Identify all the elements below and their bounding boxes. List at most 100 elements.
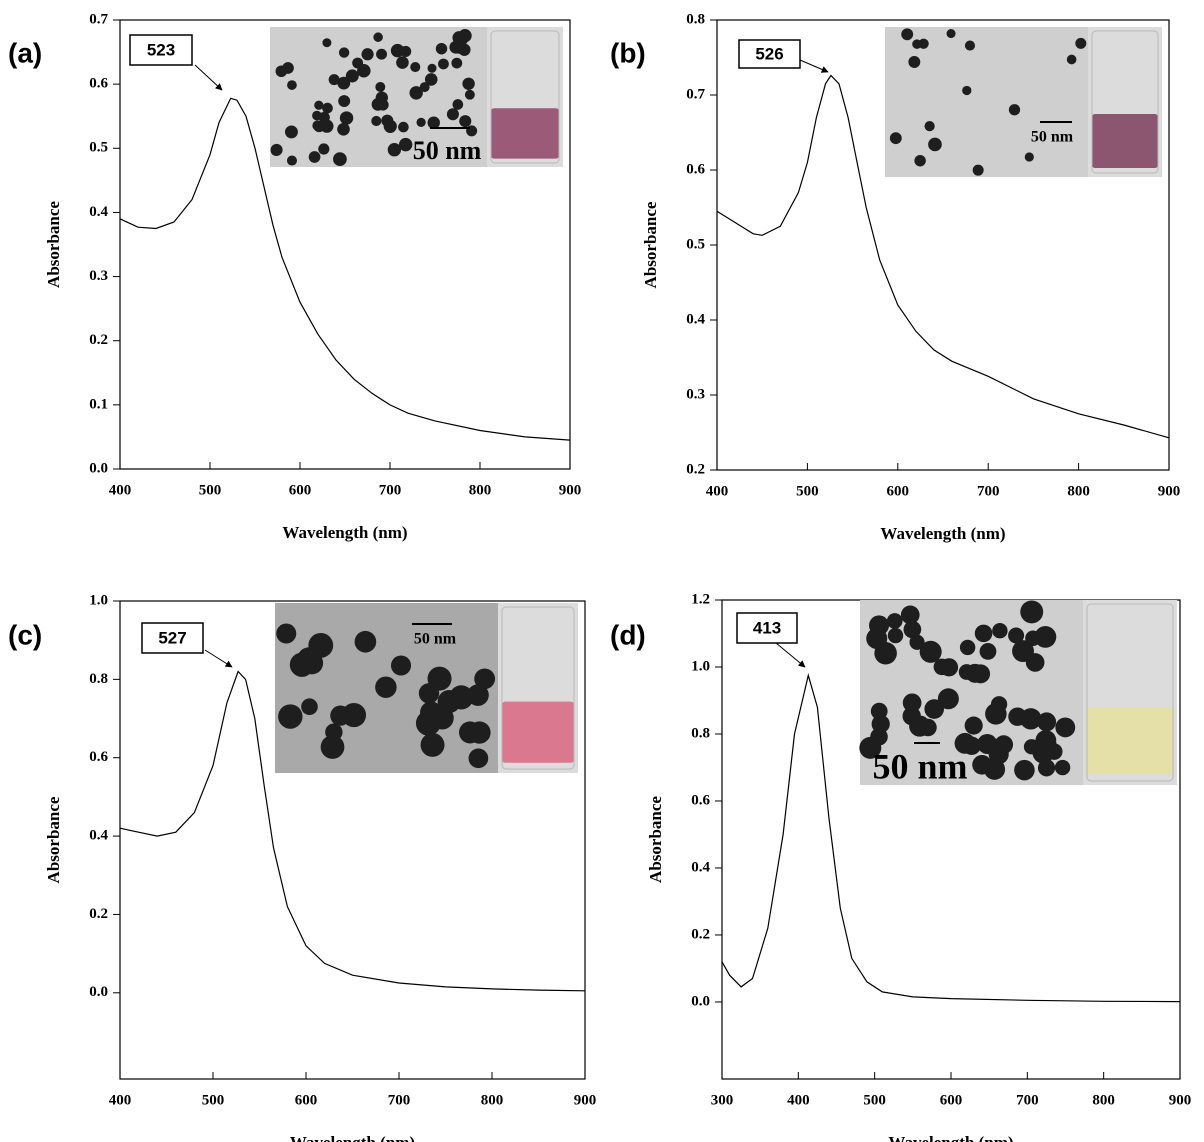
x-tick-label: 500 bbox=[199, 482, 222, 498]
vial-glass bbox=[501, 606, 575, 770]
nanoparticle bbox=[390, 655, 412, 676]
x-tick-label: 700 bbox=[977, 483, 1000, 499]
nanoparticle bbox=[416, 117, 426, 127]
annotation-box bbox=[736, 612, 798, 644]
nanoparticle bbox=[371, 115, 382, 127]
y-tick-label: 0.0 bbox=[89, 460, 108, 476]
nanoparticle bbox=[992, 622, 1008, 639]
nanoparticle bbox=[1008, 104, 1021, 116]
nanoparticle bbox=[333, 152, 347, 167]
x-tick-label: 900 bbox=[574, 1092, 597, 1108]
nanoparticle bbox=[419, 82, 430, 93]
plot-frame bbox=[119, 600, 586, 1080]
y-axis-label: Absorbance bbox=[44, 201, 63, 288]
y-tick-label: 1.0 bbox=[89, 592, 108, 608]
panel-label: (a) bbox=[8, 37, 42, 68]
nanoparticle bbox=[337, 76, 351, 90]
nanoparticle bbox=[462, 77, 475, 90]
y-tick-label: 0.4 bbox=[691, 859, 710, 875]
nanoparticle bbox=[339, 111, 354, 125]
nanoparticle bbox=[974, 624, 993, 643]
spectrum-line bbox=[119, 97, 571, 441]
panel-label: (b) bbox=[610, 37, 646, 68]
y-tick-label: 0.6 bbox=[691, 792, 710, 808]
vial-liquid bbox=[491, 108, 559, 159]
nanoparticle bbox=[286, 155, 297, 166]
x-tick-label: 400 bbox=[787, 1092, 810, 1108]
x-axis-label: Wavelength (nm) bbox=[880, 524, 1005, 543]
nanoparticle bbox=[924, 121, 935, 132]
nanoparticle bbox=[1037, 759, 1056, 777]
y-tick-label: 1.2 bbox=[691, 591, 710, 607]
spectrum-line bbox=[716, 74, 1170, 439]
nanoparticle bbox=[438, 58, 449, 70]
nanoparticle bbox=[1014, 759, 1035, 781]
nanoparticle bbox=[328, 74, 340, 86]
nanoparticle bbox=[398, 137, 413, 152]
x-tick-label: 700 bbox=[388, 1092, 411, 1108]
nanoparticle bbox=[979, 643, 997, 660]
nanoparticle bbox=[928, 137, 942, 152]
nanoparticle bbox=[887, 627, 904, 644]
x-axis-label: Wavelength (nm) bbox=[282, 523, 407, 542]
y-tick-label: 0.4 bbox=[89, 204, 108, 220]
nanoparticle bbox=[1066, 54, 1077, 65]
nanoparticle bbox=[990, 696, 1008, 713]
nanoparticle bbox=[427, 116, 440, 129]
y-tick-label: 0.8 bbox=[89, 671, 108, 687]
nanoparticle bbox=[924, 699, 944, 719]
nanoparticle bbox=[308, 151, 321, 163]
nanoparticle bbox=[1025, 653, 1045, 672]
nanoparticle bbox=[900, 605, 920, 625]
y-tick-label: 0.5 bbox=[686, 236, 705, 252]
plot-frame bbox=[119, 19, 571, 470]
x-axis-label: Wavelength (nm) bbox=[888, 1133, 1013, 1142]
vial-glass bbox=[1091, 30, 1159, 174]
nanoparticle bbox=[318, 143, 330, 155]
x-tick-label: 500 bbox=[202, 1092, 225, 1108]
nanoparticle bbox=[1008, 707, 1027, 726]
nanoparticle bbox=[383, 119, 397, 133]
nanoparticle bbox=[1037, 712, 1057, 732]
nanoparticle bbox=[1024, 152, 1034, 162]
y-tick-label: 0.7 bbox=[89, 11, 108, 27]
y-tick-label: 0.0 bbox=[691, 993, 710, 1009]
y-tick-label: 0.1 bbox=[89, 396, 108, 412]
vial-liquid bbox=[1087, 707, 1173, 774]
nanoparticle bbox=[338, 47, 350, 58]
annotation-label: 526 bbox=[755, 44, 783, 63]
nanoparticle bbox=[337, 122, 350, 136]
nanoparticle bbox=[284, 125, 298, 139]
scale-label: 50 nm bbox=[1031, 129, 1074, 146]
nanoparticle bbox=[387, 143, 402, 157]
nanoparticle bbox=[322, 102, 333, 114]
nanoparticle bbox=[410, 62, 421, 73]
y-tick-label: 0.6 bbox=[89, 76, 108, 92]
nanoparticle bbox=[452, 31, 466, 45]
nanoparticle bbox=[354, 630, 377, 653]
nanoparticle bbox=[320, 735, 345, 759]
x-tick-label: 500 bbox=[863, 1092, 886, 1108]
scale-label: 50 nm bbox=[414, 631, 457, 648]
x-tick-label: 700 bbox=[1016, 1092, 1039, 1108]
nanoparticle bbox=[377, 99, 389, 111]
y-tick-label: 0.0 bbox=[89, 984, 108, 1000]
nanoparticle bbox=[396, 56, 409, 69]
vial-glass bbox=[490, 30, 560, 164]
nanoparticle bbox=[972, 755, 992, 775]
nanoparticle bbox=[312, 120, 323, 131]
nanoparticle bbox=[468, 748, 489, 769]
nanoparticle bbox=[338, 95, 351, 108]
nanoparticle bbox=[889, 132, 902, 145]
nanoparticle bbox=[345, 69, 359, 83]
nanoparticle bbox=[964, 716, 983, 735]
nanoparticle bbox=[964, 40, 976, 51]
y-tick-label: 0.2 bbox=[89, 332, 108, 348]
nanoparticle bbox=[902, 693, 922, 713]
nanoparticle bbox=[270, 143, 283, 156]
annotation-box bbox=[129, 34, 193, 66]
nanoparticle bbox=[988, 744, 1009, 765]
nanoparticle bbox=[959, 639, 976, 656]
nanoparticle bbox=[914, 155, 926, 167]
annotation-box bbox=[738, 39, 801, 69]
